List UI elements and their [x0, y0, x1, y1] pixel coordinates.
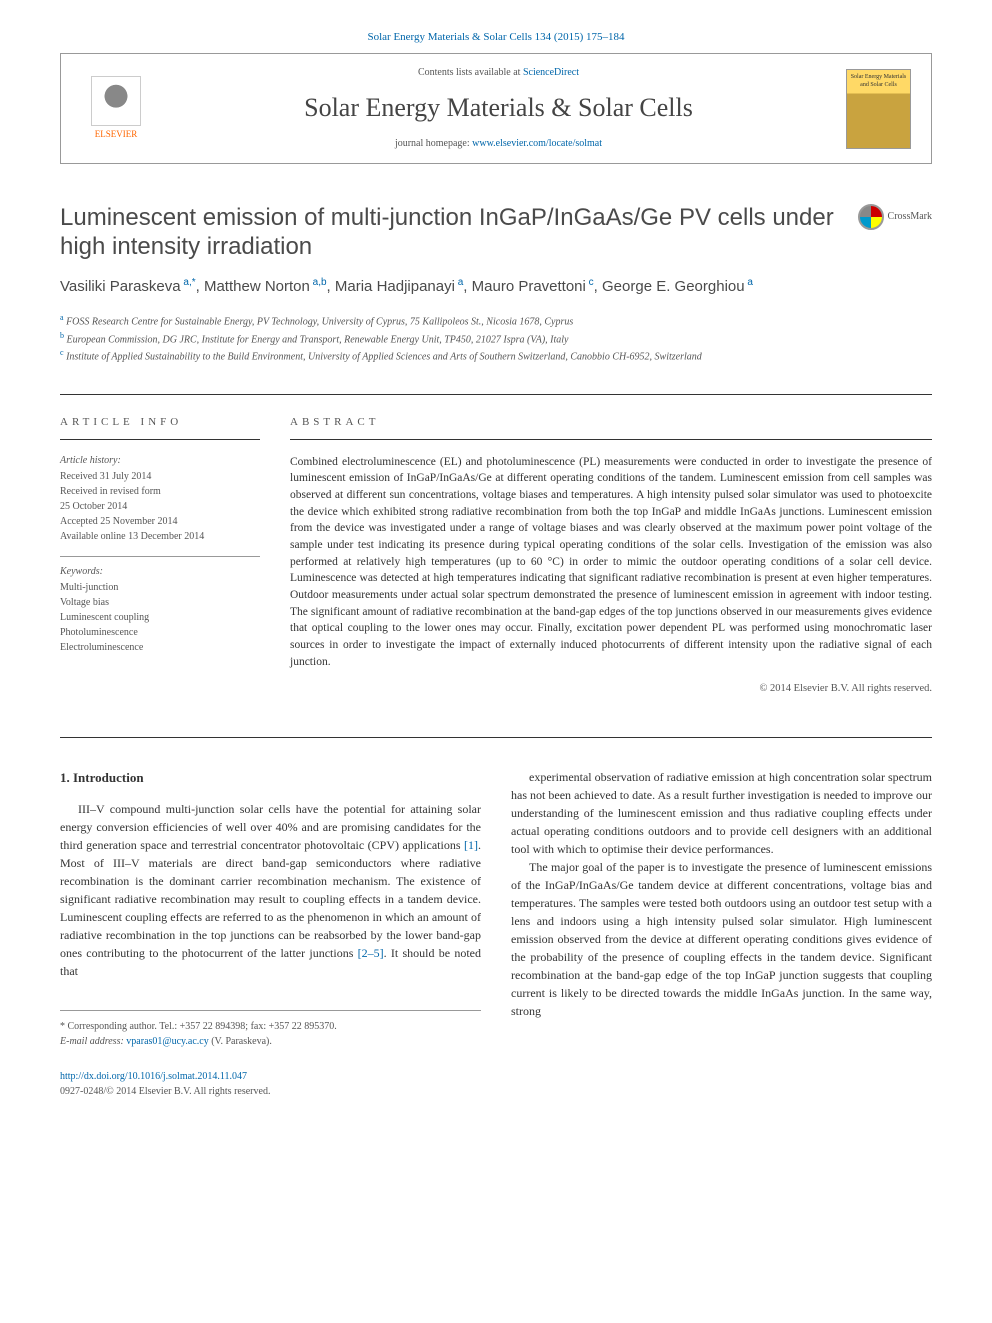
author-affiliation-sup: a	[455, 277, 463, 288]
keyword-item: Multi-junction	[60, 581, 260, 595]
history-item: Accepted 25 November 2014	[60, 515, 260, 529]
body-columns: 1. Introduction III–V compound multi-jun…	[60, 737, 932, 1099]
homepage-line: journal homepage: www.elsevier.com/locat…	[151, 137, 846, 151]
email-line: E-mail address: vparas01@ucy.ac.cy (V. P…	[60, 1034, 481, 1049]
affiliation-line: c Institute of Applied Sustainability to…	[60, 347, 932, 364]
author-affiliation-sup: c	[586, 277, 594, 288]
ref-link[interactable]: [2–5]	[358, 946, 384, 960]
section-heading-introduction: 1. Introduction	[60, 768, 481, 788]
crossmark-icon	[858, 204, 884, 230]
homepage-link[interactable]: www.elsevier.com/locate/solmat	[472, 138, 602, 149]
email-person: (V. Paraskeva).	[209, 1036, 272, 1047]
keyword-item: Voltage bias	[60, 596, 260, 610]
body-column-right: experimental observation of radiative em…	[511, 768, 932, 1099]
keywords-label: Keywords:	[60, 565, 260, 579]
affiliations: a FOSS Research Centre for Sustainable E…	[60, 312, 932, 364]
article-title: Luminescent emission of multi-junction I…	[60, 204, 838, 262]
author-affiliation-sup: a,*	[181, 277, 196, 288]
author-name: Matthew Norton	[204, 278, 310, 295]
abstract-column: abstract Combined electroluminescence (E…	[290, 415, 932, 697]
journal-name: Solar Energy Materials & Solar Cells	[151, 90, 846, 126]
keywords-block: Keywords: Multi-junctionVoltage biasLumi…	[60, 556, 260, 655]
author-affiliation-sup: a	[745, 277, 753, 288]
journal-header-box: ELSEVIER Contents lists available at Sci…	[60, 53, 932, 163]
contents-prefix: Contents lists available at	[418, 67, 523, 78]
footnote-block: * Corresponding author. Tel.: +357 22 89…	[60, 1010, 481, 1049]
history-item: Available online 13 December 2014	[60, 530, 260, 544]
journal-center: Contents lists available at ScienceDirec…	[151, 66, 846, 150]
info-abstract-row: article info Article history: Received 3…	[60, 394, 932, 697]
keyword-item: Luminescent coupling	[60, 611, 260, 625]
homepage-prefix: journal homepage:	[395, 138, 472, 149]
affiliation-line: b European Commission, DG JRC, Institute…	[60, 330, 932, 347]
history-item: 25 October 2014	[60, 500, 260, 514]
keyword-item: Photoluminescence	[60, 626, 260, 640]
article-info-label: article info	[60, 415, 260, 439]
doi-block: http://dx.doi.org/10.1016/j.solmat.2014.…	[60, 1069, 481, 1099]
author-affiliation-sup: a,b	[310, 277, 327, 288]
abstract-text: Combined electroluminescence (EL) and ph…	[290, 454, 932, 671]
crossmark-badge[interactable]: CrossMark	[858, 204, 932, 230]
author-name: Maria Hadjipanayi	[335, 278, 455, 295]
author-name: Vasiliki Paraskeva	[60, 278, 181, 295]
title-row: Luminescent emission of multi-junction I…	[60, 204, 932, 262]
body-column-left: 1. Introduction III–V compound multi-jun…	[60, 768, 481, 1099]
header-citation[interactable]: Solar Energy Materials & Solar Cells 134…	[60, 30, 932, 45]
journal-cover-thumbnail[interactable]: Solar Energy Materials and Solar Cells	[846, 69, 911, 149]
authors-line: Vasiliki Paraskeva a,*, Matthew Norton a…	[60, 276, 932, 297]
abstract-copyright: © 2014 Elsevier B.V. All rights reserved…	[290, 682, 932, 697]
abstract-label: abstract	[290, 415, 932, 439]
contents-line: Contents lists available at ScienceDirec…	[151, 66, 846, 80]
crossmark-label: CrossMark	[888, 210, 932, 224]
corresponding-author: * Corresponding author. Tel.: +357 22 89…	[60, 1019, 481, 1034]
body-paragraph: experimental observation of radiative em…	[511, 768, 932, 858]
affiliation-line: a FOSS Research Centre for Sustainable E…	[60, 312, 932, 329]
ref-link[interactable]: [1]	[464, 838, 478, 852]
email-link[interactable]: vparas01@ucy.ac.cy	[126, 1036, 208, 1047]
author-name: Mauro Pravettoni	[472, 278, 586, 295]
elsevier-label: ELSEVIER	[95, 128, 138, 141]
sciencedirect-link[interactable]: ScienceDirect	[523, 67, 579, 78]
author-name: George E. Georghiou	[602, 278, 745, 295]
doi-link[interactable]: http://dx.doi.org/10.1016/j.solmat.2014.…	[60, 1071, 247, 1082]
body-paragraph: The major goal of the paper is to invest…	[511, 858, 932, 1020]
history-item: Received 31 July 2014	[60, 470, 260, 484]
article-info-column: article info Article history: Received 3…	[60, 415, 260, 697]
history-item: Received in revised form	[60, 485, 260, 499]
elsevier-tree-icon	[91, 76, 141, 126]
issn-copyright: 0927-0248/© 2014 Elsevier B.V. All right…	[60, 1084, 481, 1099]
elsevier-logo[interactable]: ELSEVIER	[81, 69, 151, 149]
keyword-item: Electroluminescence	[60, 641, 260, 655]
body-paragraph: III–V compound multi-junction solar cell…	[60, 800, 481, 980]
history-label: Article history:	[60, 454, 260, 468]
email-label: E-mail address:	[60, 1036, 126, 1047]
